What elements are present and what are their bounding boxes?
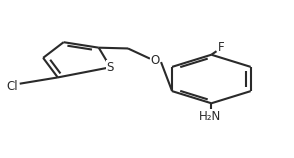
Text: O: O [150, 54, 160, 67]
Text: H₂N: H₂N [199, 110, 221, 123]
Text: Cl: Cl [6, 80, 18, 93]
Text: S: S [107, 61, 114, 74]
Text: F: F [218, 41, 225, 54]
